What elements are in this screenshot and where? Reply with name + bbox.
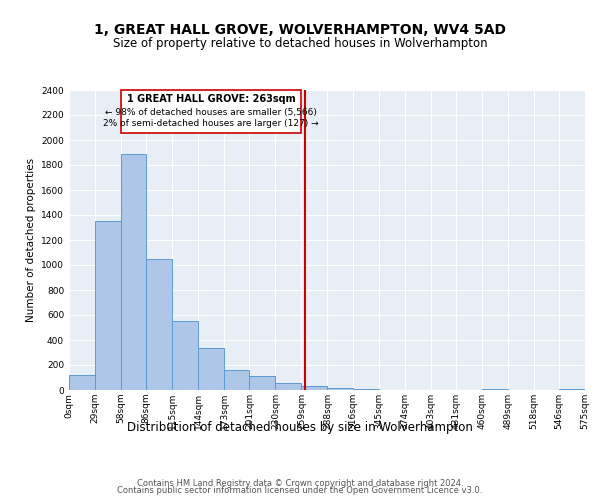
- Bar: [301, 386, 328, 390]
- Text: Contains public sector information licensed under the Open Government Licence v3: Contains public sector information licen…: [118, 486, 482, 495]
- Bar: [328, 388, 353, 390]
- FancyBboxPatch shape: [121, 90, 301, 132]
- Text: ← 98% of detached houses are smaller (5,566): ← 98% of detached houses are smaller (5,…: [105, 108, 317, 117]
- Y-axis label: Number of detached properties: Number of detached properties: [26, 158, 35, 322]
- Bar: [95, 221, 121, 390]
- Bar: [198, 348, 224, 390]
- Bar: [146, 259, 172, 390]
- Bar: [69, 375, 95, 390]
- Text: Size of property relative to detached houses in Wolverhampton: Size of property relative to detached ho…: [113, 38, 487, 51]
- Bar: [275, 382, 301, 390]
- Bar: [172, 322, 198, 390]
- Text: 1 GREAT HALL GROVE: 263sqm: 1 GREAT HALL GROVE: 263sqm: [127, 94, 296, 104]
- Bar: [250, 376, 275, 390]
- Text: 2% of semi-detached houses are larger (127) →: 2% of semi-detached houses are larger (1…: [103, 120, 319, 128]
- Text: 1, GREAT HALL GROVE, WOLVERHAMPTON, WV4 5AD: 1, GREAT HALL GROVE, WOLVERHAMPTON, WV4 …: [94, 22, 506, 36]
- Bar: [121, 154, 146, 390]
- Text: Contains HM Land Registry data © Crown copyright and database right 2024.: Contains HM Land Registry data © Crown c…: [137, 478, 463, 488]
- Text: Distribution of detached houses by size in Wolverhampton: Distribution of detached houses by size …: [127, 421, 473, 434]
- Bar: [224, 370, 250, 390]
